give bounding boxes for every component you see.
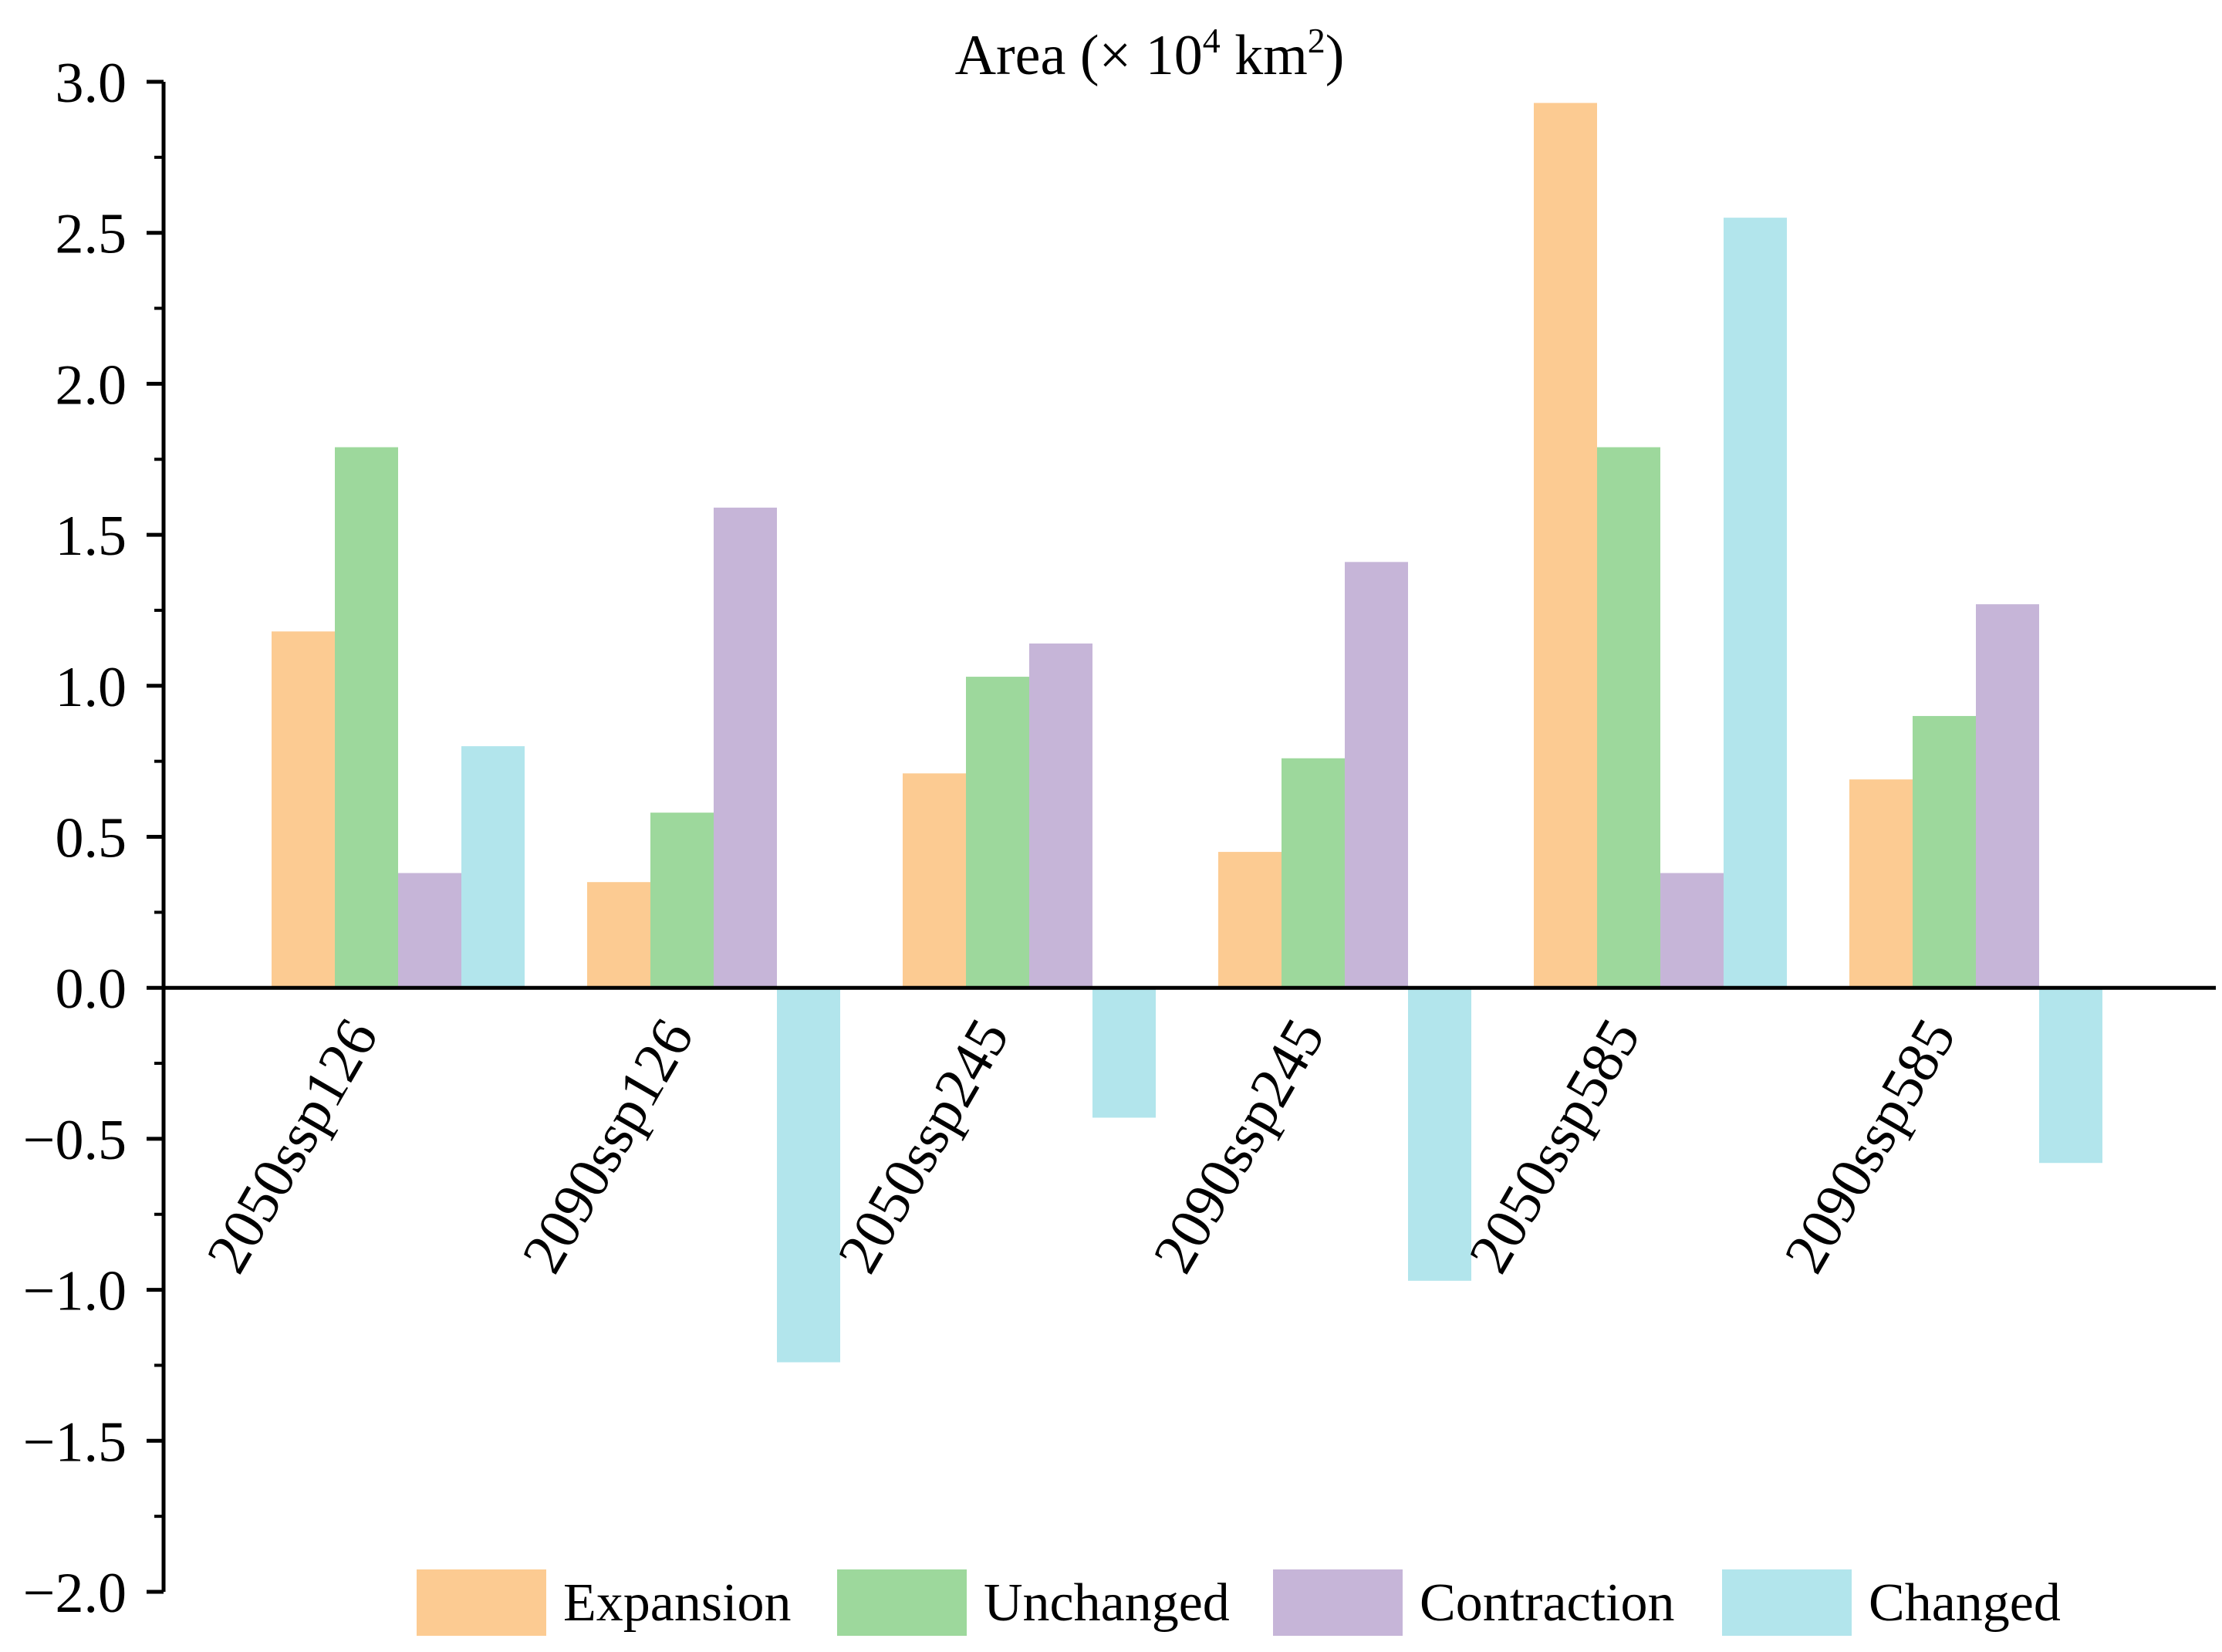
bar-expansion-2090ssp585 (1849, 779, 1913, 988)
legend-label-changed: Changed (1869, 1573, 2061, 1633)
y-tick-label: 2.0 (56, 353, 127, 417)
bar-changed-2050ssp585 (1724, 218, 1787, 988)
legend: Expansion Unchanged Contraction Changed (417, 1569, 2061, 1636)
bar-contraction-2050ssp126 (398, 873, 461, 988)
legend-swatch-contraction (1273, 1569, 1403, 1636)
title-suffix: ) (1325, 24, 1345, 87)
bar-contraction-2090ssp126 (714, 507, 777, 988)
y-tick-label: 3.0 (56, 52, 127, 115)
title-prefix: Area (× 10 (955, 24, 1203, 87)
y-tick-label: 0.0 (56, 958, 127, 1021)
y-tick-label: −1.0 (23, 1260, 127, 1323)
legend-swatch-changed (1722, 1569, 1852, 1636)
bar-changed-2090ssp245 (1408, 988, 1471, 1281)
legend-swatch-unchanged (837, 1569, 967, 1636)
x-category-label: 2050ssp245 (826, 1008, 1022, 1284)
bar-changed-2050ssp126 (461, 746, 525, 988)
x-category-label: 2050ssp126 (194, 1008, 390, 1284)
x-category-label: 2090ssp585 (1772, 1008, 1968, 1284)
chart-title: Area (× 104 km2) (955, 21, 1345, 87)
legend-label-expansion: Expansion (563, 1573, 792, 1633)
title-exponent-2: 2 (1308, 21, 1325, 60)
y-tick-label: −0.5 (23, 1109, 127, 1172)
bar-unchanged-2050ssp126 (335, 447, 398, 988)
y-tick-label: −2.0 (23, 1562, 127, 1625)
title-middle: km (1221, 24, 1308, 87)
bar-unchanged-2050ssp245 (966, 677, 1029, 988)
bar-unchanged-2050ssp585 (1597, 447, 1660, 988)
title-exponent-1: 4 (1203, 21, 1221, 60)
x-category-label: 2050ssp585 (1457, 1008, 1653, 1284)
bars-group (272, 103, 2102, 1363)
y-tick-label: 2.5 (56, 203, 127, 266)
bar-expansion-2090ssp126 (587, 882, 650, 988)
bar-contraction-2050ssp585 (1660, 873, 1724, 988)
bar-unchanged-2090ssp245 (1282, 758, 1345, 988)
bar-unchanged-2090ssp126 (650, 812, 714, 988)
x-category-label: 2090ssp245 (1141, 1008, 1337, 1284)
bar-expansion-2090ssp245 (1218, 852, 1282, 988)
bar-changed-2090ssp585 (2039, 988, 2102, 1164)
bar-unchanged-2090ssp585 (1913, 715, 1976, 988)
bar-contraction-2090ssp245 (1345, 562, 1408, 988)
legend-label-unchanged: Unchanged (984, 1573, 1230, 1633)
y-tick-label: 1.0 (56, 656, 127, 719)
legend-swatch-expansion (417, 1569, 546, 1636)
bar-changed-2050ssp245 (1092, 988, 1156, 1118)
y-tick-label: 1.5 (56, 505, 127, 568)
bar-expansion-2050ssp245 (903, 773, 966, 988)
y-tick-label: −1.5 (23, 1410, 127, 1474)
y-tick-label: 0.5 (56, 807, 127, 870)
x-category-label: 2090ssp126 (510, 1008, 706, 1284)
bar-expansion-2050ssp126 (272, 631, 335, 988)
bar-contraction-2050ssp245 (1029, 644, 1092, 988)
legend-label-contraction: Contraction (1420, 1573, 1674, 1633)
bar-changed-2090ssp126 (777, 988, 840, 1363)
bar-contraction-2090ssp585 (1976, 604, 2039, 988)
bar-expansion-2050ssp585 (1534, 103, 1597, 988)
